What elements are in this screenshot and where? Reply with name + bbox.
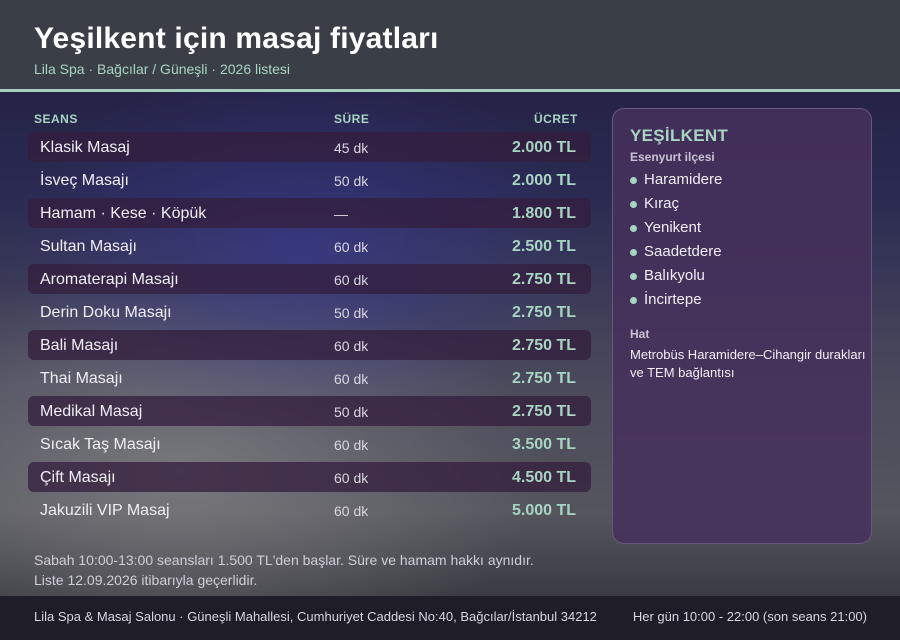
page-subtitle: Lila Spa · Bağcılar / Güneşli · 2026 lis… (34, 61, 291, 77)
service-name: Sıcak Taş Masajı (40, 436, 161, 453)
service-duration: 45 dk (334, 140, 369, 156)
table-row: Derin Doku Masajı 50 dk 2.750 TL (28, 297, 591, 327)
service-name: Aromaterapi Masajı (40, 271, 179, 288)
column-header-session: SEANS (34, 112, 78, 126)
service-name: Klasik Masaj (40, 139, 130, 156)
neighborhood-name: Balıkyolu (644, 267, 705, 284)
service-name: Jakuzili VIP Masaj (40, 502, 170, 519)
table-row: İsveç Masajı 50 dk 2.000 TL (28, 165, 591, 195)
panel-title: YEŞİLKENT (630, 126, 729, 145)
service-price: 2.750 TL (511, 304, 576, 321)
service-price: 2.500 TL (511, 238, 576, 255)
service-price: 2.750 TL (511, 403, 576, 420)
service-name: Hamam · Kese · Köpük (40, 205, 207, 222)
service-name: Medikal Masaj (40, 403, 143, 420)
column-header-duration: SÜRE (334, 112, 370, 126)
service-price: 1.800 TL (511, 205, 576, 222)
list-item: İncirtepe (630, 291, 722, 315)
note-line-1: Sabah 10:00-13:00 seansları 1.500 TL'den… (34, 552, 534, 568)
service-duration: — (334, 206, 348, 222)
note-line-2: Liste 12.09.2026 itibarıyla geçerlidir. (34, 572, 258, 588)
neighborhood-name: Saadetdere (644, 243, 722, 260)
table-row: Thai Masajı 60 dk 2.750 TL (28, 363, 591, 393)
service-price: 5.000 TL (511, 502, 576, 519)
service-duration: 60 dk (334, 470, 369, 486)
service-name: Bali Masajı (40, 337, 119, 354)
list-item: Kıraç (630, 195, 722, 219)
service-duration: 60 dk (334, 503, 369, 519)
service-price: 2.750 TL (511, 337, 576, 354)
neighborhood-name: Kıraç (644, 195, 680, 212)
bullet-icon (630, 273, 637, 280)
service-price: 2.750 TL (511, 271, 576, 288)
neighborhood-name: Haramidere (644, 171, 723, 188)
service-duration: 60 dk (334, 371, 369, 387)
bullet-icon (630, 297, 637, 304)
page-footer: Lila Spa & Masaj Salonu · Güneşli Mahall… (0, 596, 900, 640)
neighborhood-list: Haramidere Kıraç Yenikent Saadetdere Balıkyo… (630, 171, 722, 315)
service-name: Sultan Masajı (40, 238, 137, 255)
service-price: 2.750 TL (511, 370, 576, 387)
column-header-price: ÜCRET (534, 112, 578, 126)
table-row: Medikal Masaj 50 dk 2.750 TL (28, 396, 591, 426)
table-row: Hamam · Kese · Köpük — 1.800 TL (28, 198, 591, 228)
footer-hours: Her gün 10:00 - 22:00 (son seans 21:00) (632, 609, 867, 624)
service-price: 3.500 TL (511, 436, 576, 453)
neighborhood-panel: YEŞİLKENT Esenyurt ilçesi Haramidere Kıra… (612, 108, 872, 544)
service-duration: 60 dk (334, 239, 369, 255)
header-divider (0, 89, 900, 92)
table-row: Aromaterapi Masajı 60 dk 2.750 TL (28, 264, 591, 294)
service-duration: 50 dk (334, 173, 369, 189)
table-row: Klasik Masaj 45 dk 2.000 TL (28, 132, 591, 162)
list-item: Yenikent (630, 219, 722, 243)
table-row: Sultan Masajı 60 dk 2.500 TL (28, 231, 591, 261)
neighborhood-name: İncirtepe (644, 291, 702, 308)
bullet-icon (630, 201, 637, 208)
service-duration: 60 dk (334, 272, 369, 288)
price-list: Klasik Masaj 45 dk 2.000 TL İsveç Masajı 50 … (28, 132, 591, 528)
panel-subtitle: Esenyurt ilçesi (630, 150, 715, 164)
transport-text: Metrobüs Haramidere–Cihangir durakları v… (630, 347, 866, 380)
list-item: Balıkyolu (630, 267, 722, 291)
service-name: Derin Doku Masajı (40, 304, 172, 321)
table-row: Jakuzili VIP Masaj 60 dk 5.000 TL (28, 495, 591, 525)
service-duration: 50 dk (334, 305, 369, 321)
service-name: Thai Masajı (40, 370, 123, 387)
service-name: Çift Masajı (40, 469, 116, 486)
list-item: Saadetdere (630, 243, 722, 267)
bullet-icon (630, 249, 637, 256)
service-price: 2.000 TL (511, 139, 576, 156)
service-name: İsveç Masajı (40, 172, 129, 189)
service-duration: 60 dk (334, 338, 369, 354)
bullet-icon (630, 225, 637, 232)
transport-label: Hat (630, 327, 650, 341)
page-header: Yeşilkent için masaj fiyatları Lila Spa … (0, 0, 900, 89)
service-duration: 60 dk (334, 437, 369, 453)
service-price: 4.500 TL (511, 469, 576, 486)
footer-address: Lila Spa & Masaj Salonu · Güneşli Mahall… (34, 609, 597, 624)
table-row: Sıcak Taş Masajı 60 dk 3.500 TL (28, 429, 591, 459)
bullet-icon (630, 177, 637, 184)
page-title: Yeşilkent için masaj fiyatları (34, 22, 439, 55)
table-row: Çift Masajı 60 dk 4.500 TL (28, 462, 591, 492)
neighborhood-name: Yenikent (644, 219, 701, 236)
table-row: Bali Masajı 60 dk 2.750 TL (28, 330, 591, 360)
service-price: 2.000 TL (511, 172, 576, 189)
service-duration: 50 dk (334, 404, 369, 420)
list-item: Haramidere (630, 171, 722, 195)
